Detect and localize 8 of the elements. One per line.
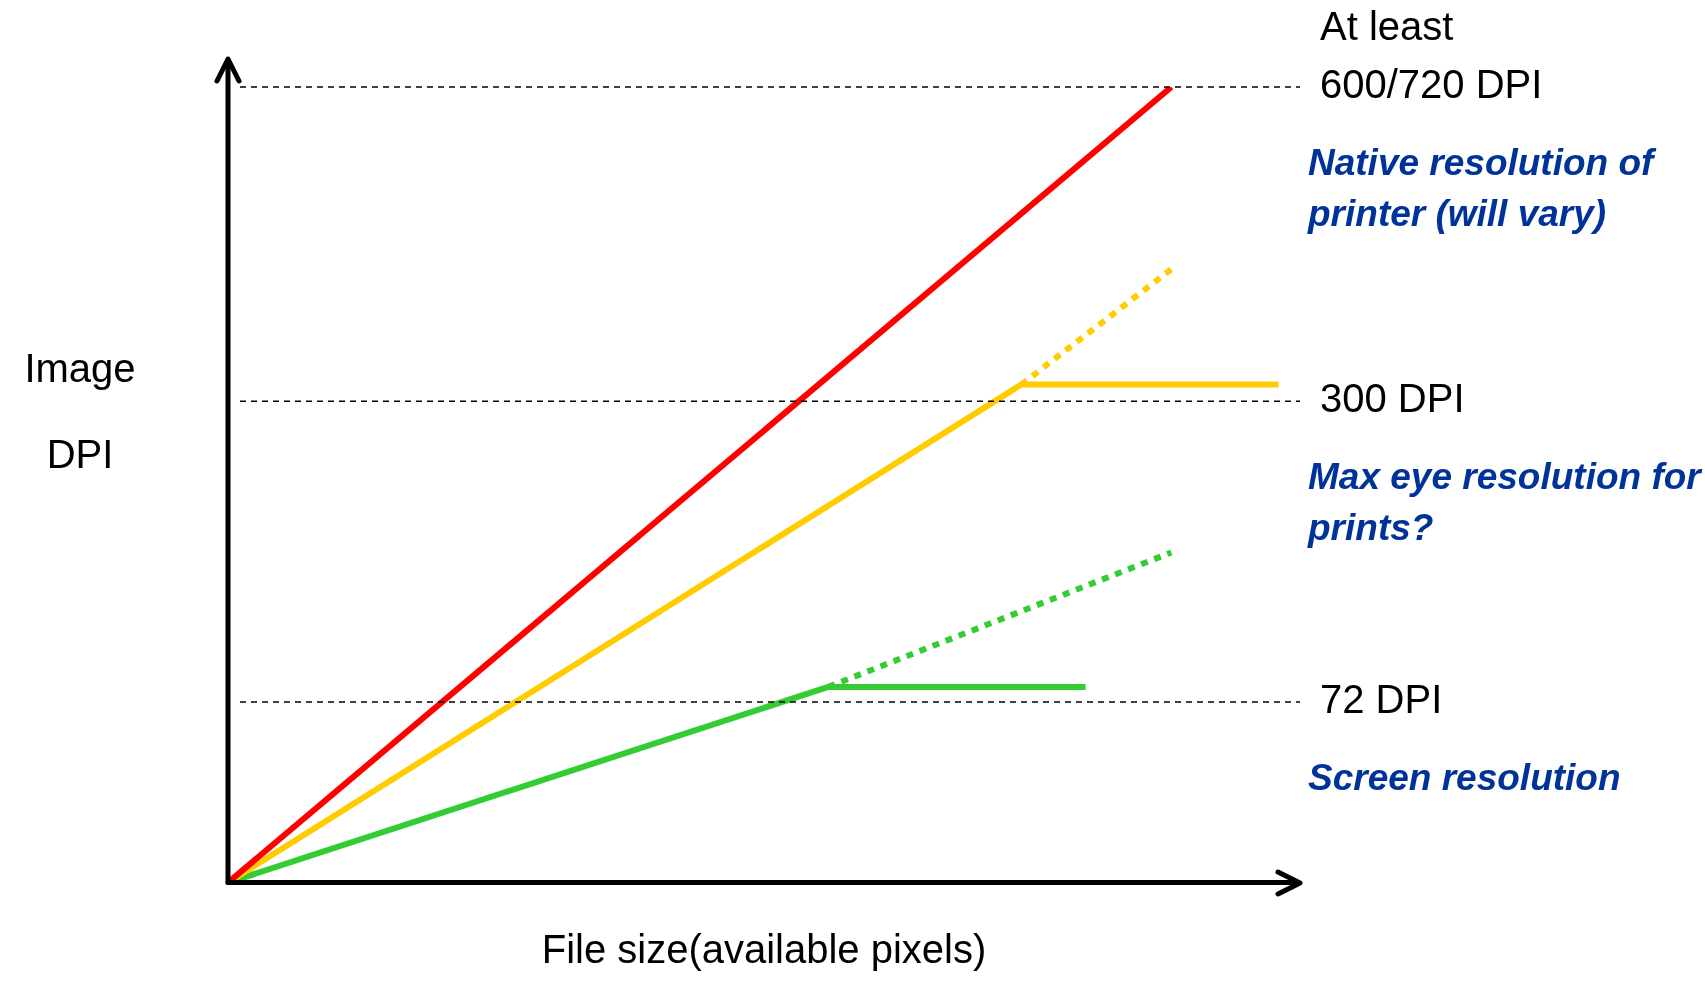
ref-line-label: At least 600/720 DPI	[1320, 4, 1543, 107]
y-axis-title: Image DPI	[23, 345, 137, 478]
text: Screen resolution	[1308, 756, 1622, 800]
x-axis-title: File size(available pixels)	[541, 927, 987, 972]
text: Max eye resolution for prints?	[1308, 455, 1704, 551]
ref-line-label: 72 DPI	[1320, 677, 1443, 722]
text: Native resolution of printer (will vary)	[1308, 141, 1658, 236]
ref-line-label: 300 DPI	[1320, 376, 1465, 421]
